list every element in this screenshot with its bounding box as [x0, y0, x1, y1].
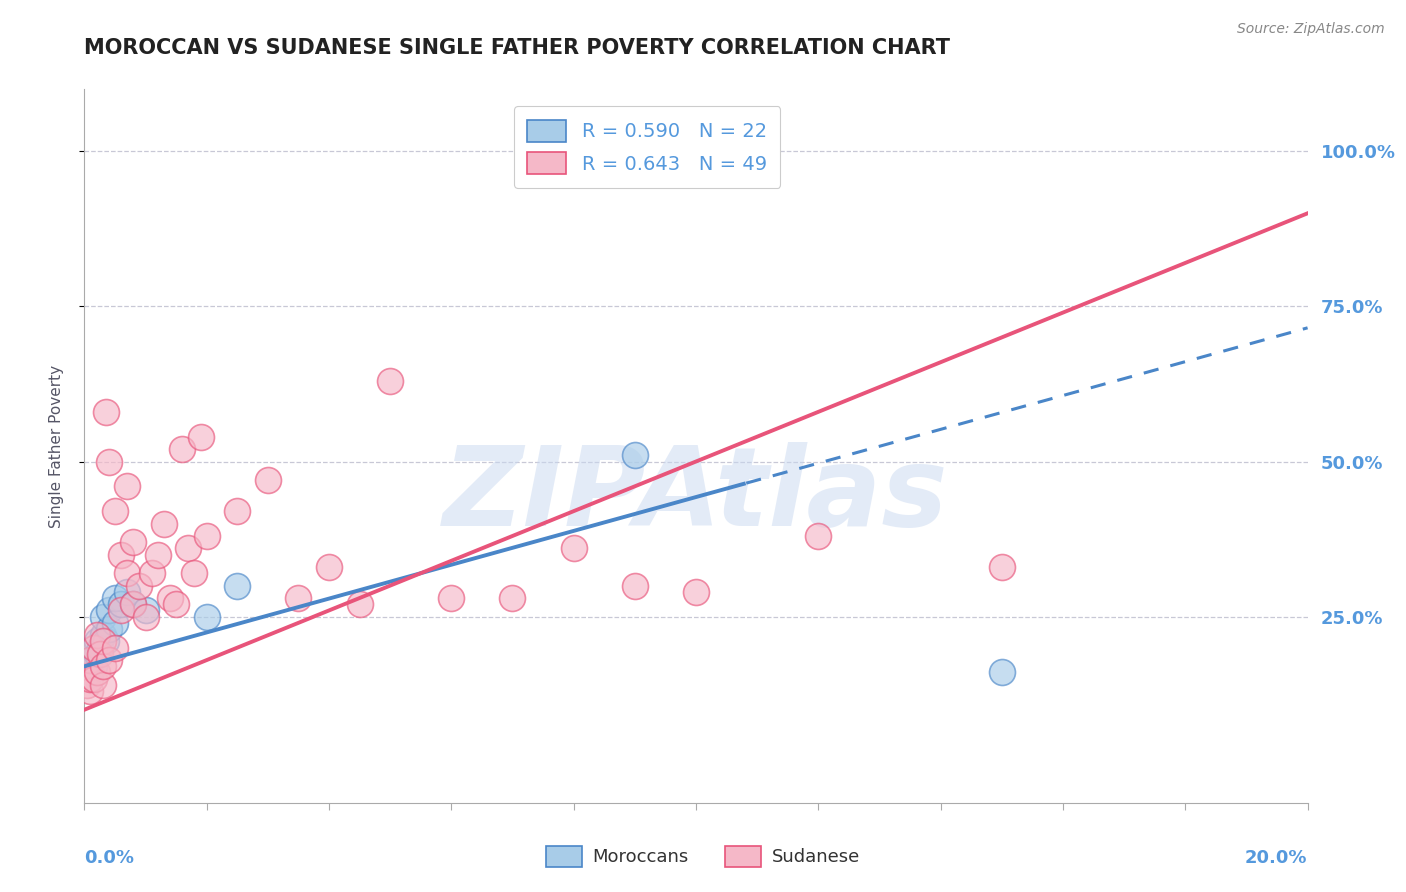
Point [104, 591, 127, 605]
Point [318, 560, 340, 574]
Point [624, 448, 647, 462]
Point [177, 541, 200, 556]
Point [86, 634, 108, 648]
Point [97, 622, 120, 636]
Point [91, 609, 114, 624]
Point [172, 442, 194, 456]
Point [991, 560, 1014, 574]
Point [807, 529, 830, 543]
Point [91, 628, 114, 642]
Point [104, 504, 127, 518]
Text: Source: ZipAtlas.com: Source: ZipAtlas.com [1237, 22, 1385, 37]
Point [94, 634, 117, 648]
Point [159, 591, 181, 605]
Point [991, 665, 1014, 680]
Point [195, 529, 218, 543]
Point [94, 405, 117, 419]
Point [115, 566, 138, 581]
Point [190, 430, 212, 444]
Point [83, 659, 105, 673]
Point [135, 609, 157, 624]
Point [79, 672, 101, 686]
Point [83, 672, 105, 686]
Point [97, 653, 120, 667]
Point [79, 653, 101, 667]
Point [257, 473, 280, 487]
Point [104, 640, 127, 655]
Point [76, 678, 98, 692]
Point [97, 454, 120, 468]
Point [226, 579, 249, 593]
Point [86, 647, 108, 661]
Text: MOROCCAN VS SUDANESE SINGLE FATHER POVERTY CORRELATION CHART: MOROCCAN VS SUDANESE SINGLE FATHER POVER… [84, 38, 950, 58]
Point [115, 479, 138, 493]
Text: 20.0%: 20.0% [1246, 849, 1308, 867]
Point [349, 597, 371, 611]
Point [183, 566, 205, 581]
Point [502, 591, 524, 605]
Point [624, 579, 647, 593]
Point [79, 653, 101, 667]
Point [122, 535, 145, 549]
Point [91, 659, 114, 673]
Point [79, 665, 101, 680]
Point [91, 678, 114, 692]
Point [380, 374, 402, 388]
Point [165, 597, 187, 611]
Point [135, 603, 157, 617]
Point [86, 628, 108, 642]
Point [110, 597, 132, 611]
Legend: Moroccans, Sudanese: Moroccans, Sudanese [538, 838, 868, 874]
Point [146, 548, 169, 562]
Y-axis label: Single Father Poverty: Single Father Poverty [49, 365, 63, 527]
Point [122, 597, 145, 611]
Point [110, 548, 132, 562]
Point [128, 579, 150, 593]
Point [83, 640, 105, 655]
Point [153, 516, 176, 531]
Point [195, 609, 218, 624]
Point [122, 597, 145, 611]
Point [440, 591, 463, 605]
Point [104, 615, 127, 630]
Text: 0.0%: 0.0% [84, 849, 135, 867]
Point [76, 668, 98, 682]
Text: ZIPAtlas: ZIPAtlas [443, 442, 949, 549]
Point [685, 584, 707, 599]
Point [89, 647, 111, 661]
Legend: R = 0.590   N = 22, R = 0.643   N = 49: R = 0.590 N = 22, R = 0.643 N = 49 [513, 106, 780, 188]
Point [97, 603, 120, 617]
Point [226, 504, 249, 518]
Point [79, 684, 101, 698]
Point [75, 668, 97, 682]
Point [110, 603, 132, 617]
Point [141, 566, 163, 581]
Point [91, 634, 114, 648]
Point [86, 665, 108, 680]
Point [287, 591, 309, 605]
Point [562, 541, 585, 556]
Point [115, 584, 138, 599]
Point [89, 640, 111, 655]
